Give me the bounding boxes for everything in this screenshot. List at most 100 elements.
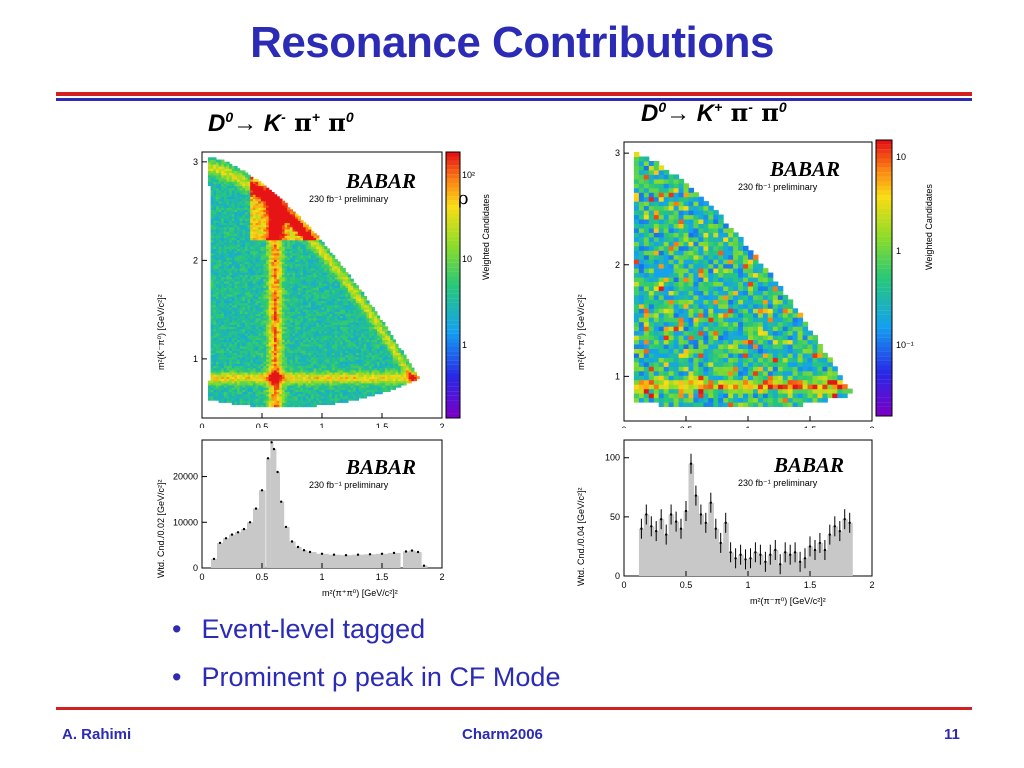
heatmap-cell bbox=[311, 304, 315, 308]
heatmap-cell bbox=[237, 257, 241, 260]
heatmap-cell bbox=[268, 293, 272, 297]
heatmap-cell bbox=[276, 356, 280, 360]
heatmap-cell bbox=[234, 402, 238, 405]
heatmap-cell bbox=[223, 341, 227, 345]
heatmap-cell bbox=[279, 374, 283, 377]
heatmap-cell bbox=[258, 322, 262, 325]
heatmap-cell bbox=[303, 244, 307, 247]
heatmap-cell bbox=[300, 309, 304, 312]
heatmap-cell bbox=[231, 287, 235, 291]
heatmap-cell bbox=[297, 270, 301, 273]
heatmap-cell bbox=[303, 367, 307, 371]
heatmap-cell bbox=[316, 311, 320, 314]
heatmap-cell bbox=[295, 358, 299, 362]
heatmap-cell bbox=[263, 350, 267, 353]
heatmap-cell bbox=[318, 328, 323, 332]
heatmap-cell bbox=[223, 337, 227, 340]
heatmap-cell bbox=[281, 311, 286, 314]
heatmap-cell bbox=[340, 317, 344, 321]
heatmap-cell bbox=[289, 272, 293, 275]
heatmap-cell bbox=[218, 170, 222, 174]
heatmap-cell bbox=[329, 293, 333, 297]
heatmap-cell bbox=[295, 330, 299, 334]
heatmap-cell bbox=[226, 343, 230, 347]
heatmap-cell bbox=[292, 250, 296, 254]
heatmap-cell bbox=[334, 361, 338, 364]
heatmap-cell bbox=[281, 391, 286, 395]
heatmap-cell bbox=[311, 263, 315, 267]
heatmap-cell bbox=[305, 378, 309, 382]
heatmap-cell bbox=[268, 211, 272, 215]
heatmap-cell bbox=[231, 228, 235, 232]
heatmap-cell bbox=[266, 261, 270, 265]
heatmap-cell bbox=[292, 311, 296, 314]
heatmap-cell bbox=[250, 270, 254, 273]
heatmap-cell bbox=[295, 343, 299, 347]
heatmap-cell bbox=[311, 319, 315, 323]
heatmap-cell bbox=[263, 287, 267, 291]
heatmap-cell bbox=[332, 298, 336, 301]
heatmap-cell bbox=[321, 363, 325, 366]
heatmap-cell bbox=[345, 395, 349, 399]
heatmap-cell bbox=[326, 250, 330, 254]
heatmap-cell bbox=[337, 280, 341, 284]
heatmap-cell bbox=[292, 280, 296, 284]
heatmap-cell bbox=[263, 326, 267, 330]
heatmap-cell bbox=[226, 252, 230, 256]
heatmap-cell bbox=[284, 365, 288, 369]
heatmap-cell bbox=[231, 289, 235, 293]
heatmap-cell bbox=[268, 352, 272, 356]
heatmap-cell bbox=[295, 337, 299, 340]
heatmap-cell bbox=[340, 330, 344, 334]
heatmap-cell bbox=[297, 300, 301, 304]
heatmap-cell bbox=[245, 235, 249, 239]
heatmap-cell bbox=[274, 330, 278, 334]
heatmap-cell bbox=[287, 224, 291, 228]
heatmap-cell bbox=[279, 330, 283, 334]
heatmap-cell bbox=[252, 382, 257, 386]
heatmap-cell bbox=[229, 163, 233, 167]
heatmap-cell bbox=[239, 378, 243, 382]
heatmap-cell bbox=[271, 354, 275, 358]
heatmap-cell bbox=[250, 187, 254, 191]
heatmap-cell bbox=[234, 287, 238, 291]
heatmap-cell bbox=[229, 220, 233, 223]
heatmap-cell bbox=[245, 354, 249, 358]
heatmap-cell bbox=[223, 382, 227, 386]
heatmap-cell bbox=[245, 174, 249, 178]
heatmap-cell bbox=[237, 244, 241, 247]
heatmap-cell bbox=[215, 380, 220, 384]
heatmap-cell bbox=[276, 404, 280, 408]
heatmap-cell bbox=[234, 174, 238, 178]
heatmap-cell bbox=[305, 280, 309, 284]
heatmap-cell bbox=[263, 397, 267, 401]
heatmap-cell bbox=[292, 226, 296, 230]
heatmap-cell bbox=[266, 326, 270, 330]
heatmap-cell bbox=[258, 341, 262, 345]
heatmap-cell bbox=[345, 283, 349, 286]
heatmap-cell bbox=[266, 374, 270, 377]
heatmap-cell bbox=[284, 222, 288, 226]
heatmap-cell bbox=[311, 378, 315, 382]
heatmap-cell bbox=[303, 404, 307, 408]
heatmap-cell bbox=[292, 345, 296, 349]
heatmap-cell bbox=[284, 387, 288, 390]
heatmap-cell bbox=[347, 358, 352, 362]
heatmap-cell bbox=[210, 237, 214, 241]
heatmap-cell bbox=[210, 270, 214, 273]
heatmap-cell bbox=[215, 341, 220, 345]
heatmap-cell bbox=[303, 233, 307, 236]
heatmap-cell bbox=[242, 189, 246, 193]
heatmap-cell bbox=[215, 278, 220, 282]
heatmap-cell bbox=[308, 339, 312, 343]
heatmap-cell bbox=[242, 400, 246, 403]
heatmap-cell bbox=[239, 296, 243, 299]
heatmap-cell bbox=[260, 224, 264, 228]
heatmap-cell bbox=[289, 339, 293, 343]
heatmap-cell bbox=[234, 185, 238, 189]
heatmap-cell bbox=[215, 361, 220, 364]
heatmap-cell bbox=[274, 272, 278, 275]
heatmap-cell bbox=[340, 378, 344, 382]
heatmap-cell bbox=[258, 326, 262, 330]
heatmap-cell bbox=[295, 367, 299, 371]
